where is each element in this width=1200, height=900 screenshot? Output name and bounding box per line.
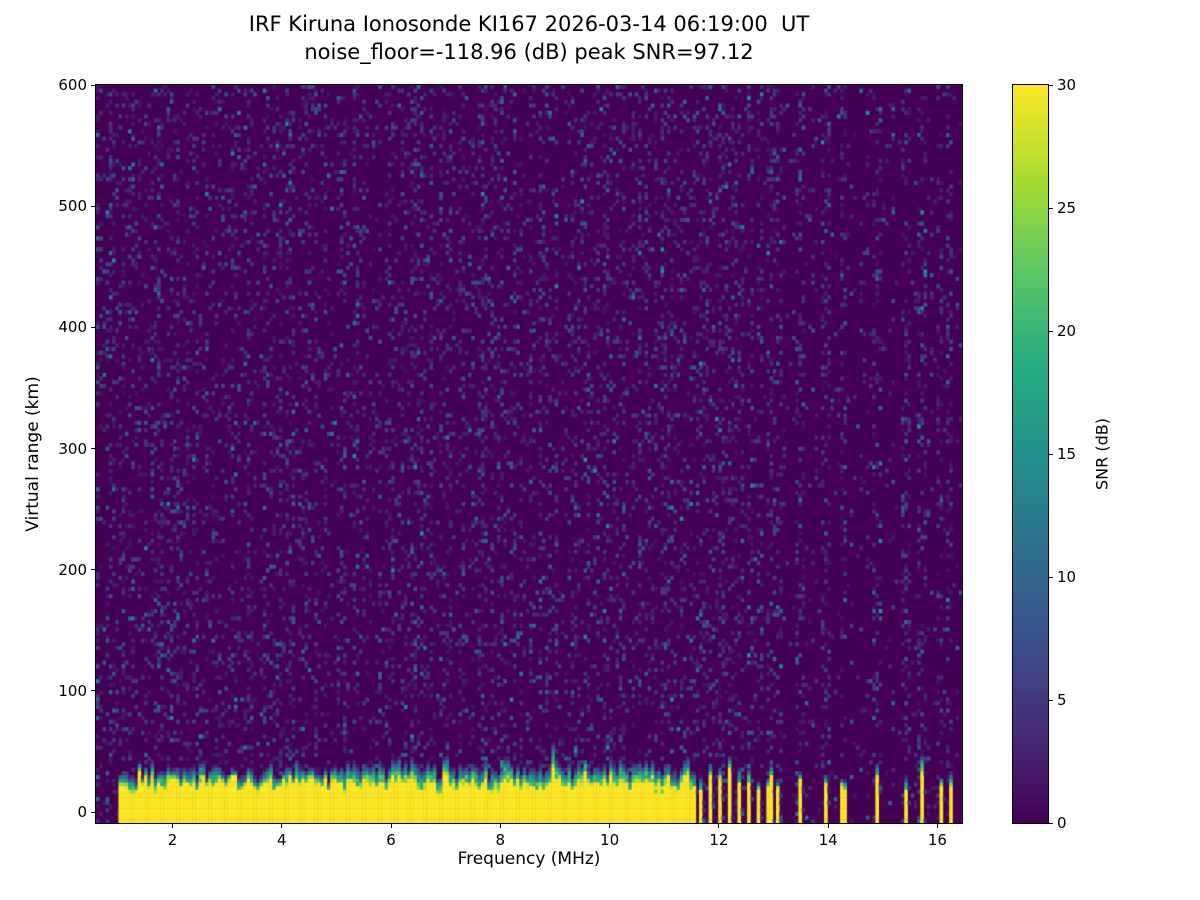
x-tick-label: 12 [709, 831, 729, 849]
x-tick-label: 6 [386, 831, 396, 849]
y-tick-label: 200 [58, 560, 87, 579]
x-tick-mark [936, 824, 938, 828]
x-tick-mark [281, 824, 283, 828]
colorbar-tick-mark [1049, 699, 1053, 701]
colorbar-tick-mark [1049, 822, 1053, 824]
x-tick-label: 2 [167, 831, 178, 849]
x-tick-mark [609, 824, 611, 828]
y-tick-mark [91, 326, 95, 328]
colorbar-label: SNR (dB) [1092, 418, 1112, 490]
x-tick-mark [827, 824, 829, 828]
y-tick-label: 600 [58, 76, 87, 94]
colorbar-tick-mark [1049, 330, 1053, 332]
colorbar-tick-label: 0 [1057, 814, 1067, 832]
x-tick-mark [499, 824, 501, 828]
colorbar-tick-label: 30 [1057, 76, 1077, 94]
y-tick-mark [91, 84, 95, 86]
colorbar-tick-label: 5 [1057, 691, 1067, 709]
y-tick-mark [91, 811, 95, 813]
colorbar-tick-mark [1049, 84, 1053, 86]
colorbar-tick-mark [1049, 207, 1053, 209]
x-tick-label: 10 [600, 831, 620, 849]
y-axis-label: Virtual range (km) [23, 376, 43, 532]
colorbar-gradient [1013, 85, 1048, 823]
y-tick-mark [91, 205, 95, 207]
x-axis-label: Frequency (MHz) [457, 849, 601, 869]
y-tick-label: 0 [77, 803, 87, 822]
colorbar-tick-mark [1049, 576, 1053, 578]
colorbar-tick-label: 10 [1057, 568, 1077, 586]
x-tick-label: 16 [927, 831, 947, 849]
x-tick-label: 4 [276, 831, 287, 849]
colorbar-tick-mark [1049, 453, 1053, 455]
colorbar-tick-label: 15 [1057, 445, 1077, 463]
chart-subtitle: noise_floor=-118.96 (dB) peak SNR=97.12 [304, 40, 754, 64]
y-tick-label: 100 [58, 681, 87, 700]
x-tick-label: 8 [495, 831, 506, 849]
chart-title: IRF Kiruna Ionosonde KI167 2026-03-14 06… [248, 12, 810, 36]
x-tick-label: 14 [818, 831, 838, 849]
y-tick-mark [91, 448, 95, 450]
y-tick-label: 500 [58, 197, 87, 216]
y-tick-label: 400 [58, 318, 87, 337]
x-tick-mark [171, 824, 173, 828]
colorbar-tick-label: 20 [1057, 322, 1077, 340]
y-tick-label: 300 [58, 439, 87, 458]
y-tick-mark [91, 690, 95, 692]
x-tick-mark [718, 824, 720, 828]
x-tick-mark [390, 824, 392, 828]
y-tick-mark [91, 569, 95, 571]
ionogram-heatmap [96, 85, 962, 823]
colorbar-tick-label: 25 [1057, 199, 1077, 217]
